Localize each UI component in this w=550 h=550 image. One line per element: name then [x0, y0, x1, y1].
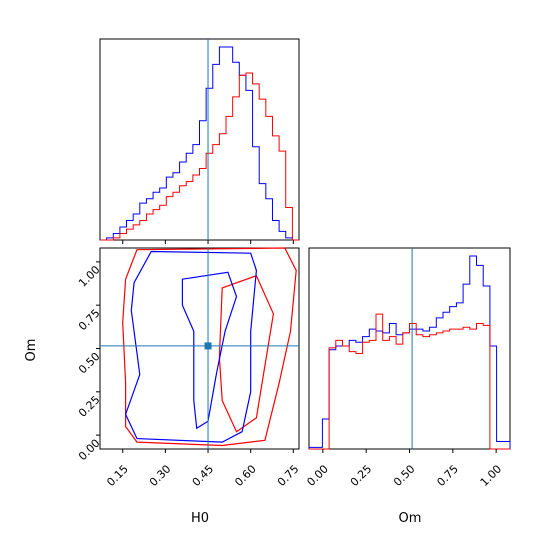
om-tick-label: 0.25	[76, 393, 103, 420]
h0-histogram-frame	[99, 38, 300, 241]
x-axis-label-h0: H0	[191, 511, 209, 526]
om-hist-series-red	[309, 313, 510, 450]
om-histogram	[308, 255, 511, 450]
h0-tick-label: 0.45	[190, 462, 217, 489]
om-hist-tick-label: 0.25	[348, 462, 375, 489]
contour-blue-inner	[181, 271, 238, 430]
om-hist-tick-label: 1.00	[478, 462, 505, 489]
h0-hist-series-blue	[100, 46, 299, 241]
h0-tick-label: 0.15	[104, 462, 131, 489]
om-tick-label: 0.75	[76, 307, 103, 334]
h0-tick-label: 0.75	[275, 462, 302, 489]
x-axis-label-om: Om	[399, 511, 422, 526]
om-tick-label: 1.00	[76, 263, 103, 290]
h0-histogram	[100, 46, 299, 241]
contour-blue-outer	[124, 250, 258, 443]
om-tick-label: 0.50	[76, 350, 103, 377]
contour-red-outer	[122, 247, 297, 447]
om-hist-tick-label: 0.75	[434, 462, 461, 489]
om-tick-label: 0.00	[76, 437, 103, 464]
om-hist-tick-label: 0.00	[304, 462, 331, 489]
axis-ticks: 0.15 0.30 0.45 0.60 0.750.000.250.500.751.00…	[76, 240, 504, 489]
h0-tick-label: 0.60	[232, 462, 259, 489]
truth-point-marker	[204, 342, 212, 350]
h0-om-contour-panel	[122, 247, 297, 447]
contour-red-inner	[218, 274, 275, 433]
y-axis-label-om: Om	[24, 339, 39, 362]
h0-om-contour-frame	[99, 247, 300, 450]
om-hist-tick-label: 0.50	[391, 462, 418, 489]
h0-hist-series-red	[100, 72, 299, 241]
h0-tick-label: 0.30	[147, 462, 174, 489]
om-histogram-frame	[308, 247, 511, 450]
om-hist-series-blue	[308, 255, 511, 449]
